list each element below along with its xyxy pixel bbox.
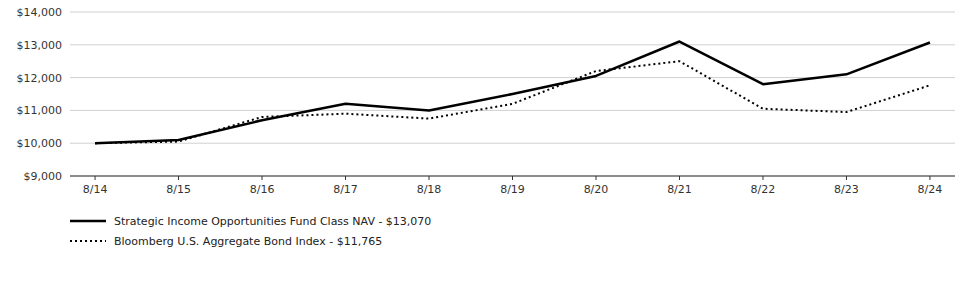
legend-label: Strategic Income Opportunities Fund Clas…	[114, 215, 431, 228]
x-tick-label: 8/15	[166, 183, 191, 196]
grid-line	[70, 44, 955, 45]
x-tick-label: 8/22	[751, 183, 776, 196]
x-tick	[262, 176, 263, 180]
grid-line	[70, 143, 955, 144]
series-line	[95, 42, 930, 144]
x-tick	[345, 176, 346, 180]
x-tick-label: 8/20	[584, 183, 609, 196]
x-tick-label: 8/19	[500, 183, 525, 196]
x-tick	[762, 176, 763, 180]
grid	[70, 12, 955, 176]
x-tick-label: 8/14	[83, 183, 108, 196]
legend-swatch	[70, 240, 106, 242]
chart: $9,000 $10,000 $11,000 $12,000 $13,000 $14,00…	[0, 0, 975, 281]
y-tick-label: $10,000	[17, 137, 63, 150]
lines	[95, 42, 930, 144]
x-tick-label: 8/18	[417, 183, 442, 196]
legend-swatch	[70, 220, 106, 223]
y-tick-label: $13,000	[17, 39, 63, 52]
x-tick	[846, 176, 847, 180]
x-tick	[429, 176, 430, 180]
x-tick-label: 8/16	[250, 183, 275, 196]
x-tick	[595, 176, 596, 180]
y-tick-label: $11,000	[17, 104, 63, 117]
legend: Strategic Income Opportunities Fund Clas…	[70, 215, 431, 248]
x-tick-label: 8/21	[667, 183, 692, 196]
y-tick-label: $9,000	[24, 170, 63, 183]
x-tick	[512, 176, 513, 180]
x-tick	[679, 176, 680, 180]
x-tick-label: 8/24	[918, 183, 943, 196]
x-tick-label: 8/17	[333, 183, 358, 196]
series-line	[95, 61, 930, 143]
x-tick	[929, 176, 930, 180]
y-tick-label: $14,000	[17, 6, 63, 19]
y-tick-label: $12,000	[17, 72, 63, 85]
grid-line	[70, 12, 955, 13]
x-tick	[178, 176, 179, 180]
x-tick	[95, 176, 96, 180]
x-tick-label: 8/23	[834, 183, 859, 196]
legend-label: Bloomberg U.S. Aggregate Bond Index - $1…	[114, 235, 382, 248]
